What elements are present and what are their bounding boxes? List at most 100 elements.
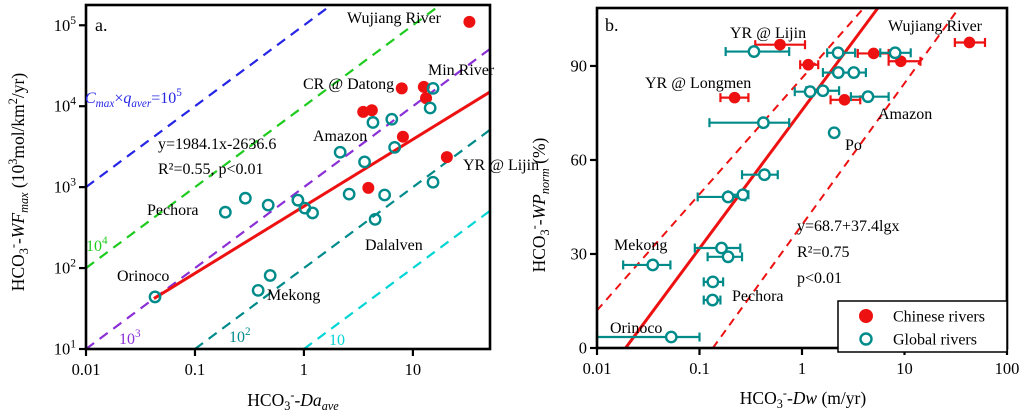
data-point-global bbox=[368, 212, 382, 226]
annotation: Pechora bbox=[732, 288, 784, 305]
data-point-global bbox=[251, 283, 265, 297]
fit-line bbox=[624, 7, 880, 349]
annotation: Amazon bbox=[313, 128, 367, 145]
data-point-global bbox=[721, 250, 735, 264]
annotation: YR @ Longmen bbox=[645, 75, 751, 92]
data-point-global bbox=[378, 188, 392, 202]
y-axis-title-b: HCO3--WPnorm (%) bbox=[527, 137, 552, 272]
data-point-global bbox=[888, 46, 902, 60]
ref-line bbox=[194, 128, 491, 350]
x-tick-label: 0.01 bbox=[72, 360, 101, 379]
data-point-chinese bbox=[802, 58, 815, 71]
y-tick-label: 30 bbox=[571, 244, 588, 263]
data-point-global bbox=[342, 187, 356, 201]
series-chinese-rivers-a bbox=[357, 15, 476, 194]
data-point-chinese bbox=[395, 82, 408, 95]
annotation: CR @ Datong bbox=[303, 76, 394, 93]
annotation: Wujiang River bbox=[347, 10, 442, 27]
plot-frame-b bbox=[595, 6, 1009, 350]
annotation: 102 bbox=[229, 326, 251, 346]
series-global-rivers-b bbox=[595, 45, 912, 344]
y-tick-label: 105 bbox=[54, 15, 77, 35]
data-point-global bbox=[366, 116, 380, 129]
series-global-rivers-a bbox=[148, 81, 440, 304]
data-point-global bbox=[706, 293, 719, 307]
data-point-global bbox=[861, 90, 875, 104]
y-tick-label: 102 bbox=[54, 258, 77, 278]
data-point-chinese bbox=[463, 15, 476, 28]
y-tick-label: 104 bbox=[54, 96, 77, 116]
x-axis-title-b: HCO3--Dw (m/yr) bbox=[740, 386, 867, 411]
ci-line bbox=[596, 7, 865, 312]
panel-a: 0.01 0.1 1 10 101 102 103 104 105 HCO3--Daave HCO3… bbox=[6, 3, 539, 413]
data-point-global bbox=[736, 188, 750, 202]
x-tick-label: 0.1 bbox=[689, 359, 710, 378]
data-point-global bbox=[664, 330, 678, 344]
data-point-global bbox=[715, 241, 728, 255]
data-point-global bbox=[388, 140, 402, 154]
data-point-chinese bbox=[838, 94, 851, 106]
data-point-chinese bbox=[774, 38, 786, 51]
data-point-global bbox=[423, 101, 437, 115]
ref-line bbox=[303, 209, 491, 350]
annotation: YR @ Lijin bbox=[463, 157, 539, 174]
data-point-global bbox=[291, 193, 305, 207]
data-point-global bbox=[646, 258, 660, 272]
annotation: Orinoco bbox=[117, 268, 169, 285]
fit-line bbox=[153, 90, 491, 300]
data-point-chinese bbox=[963, 36, 976, 49]
data-point-global bbox=[816, 84, 830, 98]
annotation: R²=0.75 bbox=[797, 244, 850, 261]
x-tick-label: 100 bbox=[995, 359, 1020, 378]
data-point-global bbox=[831, 66, 845, 79]
data-point-global bbox=[827, 126, 841, 140]
annotation: p<0.01 bbox=[797, 270, 842, 287]
data-point-global bbox=[358, 155, 371, 169]
legend-label: Chinese rivers bbox=[893, 309, 985, 326]
data-point-chinese bbox=[440, 151, 453, 164]
data-point-global bbox=[747, 45, 761, 58]
legend-marker-filled bbox=[859, 309, 873, 323]
x-tick-label: 0.01 bbox=[583, 359, 612, 378]
data-point-global bbox=[756, 116, 770, 130]
series-chinese-rivers-b bbox=[719, 36, 987, 106]
data-point-global bbox=[261, 198, 275, 212]
annotation: 104 bbox=[86, 235, 108, 255]
annotation: a. bbox=[95, 15, 108, 35]
data-point-chinese bbox=[867, 47, 880, 60]
data-point-chinese bbox=[362, 181, 375, 194]
x-tick-label: 1 bbox=[300, 360, 308, 379]
data-point-chinese bbox=[365, 104, 378, 117]
x-tick-label: 10 bbox=[405, 360, 422, 379]
legend-marker-open bbox=[859, 332, 873, 346]
annotation: y=1984.1x-2636.6 bbox=[158, 136, 276, 153]
annotation: 103 bbox=[119, 328, 141, 348]
x-axis-title-a: HCO3--Daave bbox=[247, 388, 339, 413]
y-axis-title-a: HCO3--WFmax (103mol/km2/yr) bbox=[6, 73, 31, 292]
data-point-chinese bbox=[728, 91, 741, 104]
annotation: Dalalven bbox=[365, 237, 423, 254]
data-point-global bbox=[385, 112, 399, 126]
data-point-global bbox=[333, 145, 347, 159]
annotation: Min River bbox=[428, 62, 495, 79]
data-point-global bbox=[306, 206, 319, 220]
annotation: R²=0.55, p<0.01 bbox=[158, 161, 264, 178]
x-tick-label: 10 bbox=[896, 359, 913, 378]
annotation: Orinoco bbox=[610, 320, 662, 337]
legend-label: Global rivers bbox=[893, 332, 977, 349]
y-tick-label: 60 bbox=[571, 150, 588, 169]
data-point-global bbox=[831, 46, 845, 60]
annotation: Pechora bbox=[147, 202, 199, 219]
annotation: Mekong bbox=[267, 287, 320, 304]
annotation: Mekong bbox=[614, 237, 667, 254]
annotation: YR @ Lijin bbox=[730, 25, 806, 42]
x-tick-label: 1 bbox=[798, 359, 806, 378]
data-point-global bbox=[148, 290, 162, 304]
data-point-global bbox=[426, 81, 440, 95]
annotation: Amazon bbox=[878, 106, 932, 123]
annotation: 10 bbox=[329, 332, 345, 349]
data-point-global bbox=[263, 269, 277, 282]
data-point-global bbox=[426, 175, 440, 189]
data-point-chinese bbox=[420, 92, 433, 105]
